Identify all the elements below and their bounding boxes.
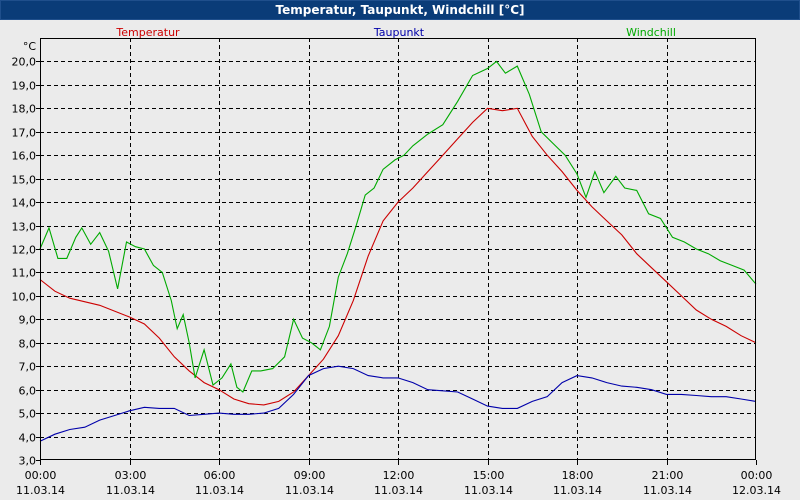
x-tick-time: 00:00 <box>741 469 773 482</box>
x-tick-time: 03:00 <box>115 469 147 482</box>
series-group <box>39 60 757 442</box>
y-axis: 3,0 4,0 5,0 6,0 7,0 8,0 9,0 10,0 11,0 12,0 13,0 14,… <box>12 40 40 468</box>
x-tick-date: 11.03.14 <box>643 484 692 497</box>
chart-title-bar: Temperatur, Taupunkt, Windchill [°C] <box>0 0 800 20</box>
x-tick-date: 11.03.14 <box>464 484 513 497</box>
y-tick-label: 15,0 <box>12 174 37 187</box>
grid <box>40 38 756 460</box>
x-axis: 00:00 11.03.14 03:00 11.03.14 06:00 11.03.14 0… <box>16 460 781 497</box>
legend: Temperatur Taupunkt Windchill <box>115 26 676 39</box>
x-tick-date: 11.03.14 <box>195 484 244 497</box>
chart-background <box>0 20 800 500</box>
x-tick-date: 12.03.14 <box>732 484 781 497</box>
legend-windchill: Windchill <box>626 26 676 39</box>
plot-frame <box>40 38 756 460</box>
y-tick-label: 17,0 <box>12 127 37 140</box>
y-tick-label: 18,0 <box>12 103 37 116</box>
y-tick-label: 6,0 <box>19 385 37 398</box>
y-tick-label: 19,0 <box>12 80 37 93</box>
legend-taupunkt: Taupunkt <box>373 26 425 39</box>
x-tick-date: 11.03.14 <box>106 484 155 497</box>
series-line-taupunkt <box>39 365 757 442</box>
y-axis-label: °C <box>23 40 37 53</box>
x-tick-date: 11.03.14 <box>285 484 334 497</box>
y-tick-label: 5,0 <box>19 408 37 421</box>
x-tick-time: 21:00 <box>652 469 684 482</box>
legend-temperatur: Temperatur <box>115 26 180 39</box>
x-tick-time: 12:00 <box>383 469 415 482</box>
y-tick-label: 12,0 <box>12 244 37 257</box>
x-tick-date: 11.03.14 <box>16 484 65 497</box>
x-tick-time: 06:00 <box>204 469 236 482</box>
x-tick-time: 00:00 <box>25 469 57 482</box>
y-tick-label: 11,0 <box>12 267 37 280</box>
y-tick-label: 8,0 <box>19 338 37 351</box>
y-tick-label: 7,0 <box>19 361 37 374</box>
x-tick-time: 18:00 <box>562 469 594 482</box>
y-tick-label: 20,0 <box>12 56 37 69</box>
y-tick-label: 16,0 <box>12 150 37 163</box>
series-line-temperatur <box>39 107 757 406</box>
chart-title: Temperatur, Taupunkt, Windchill [°C] <box>275 3 525 17</box>
y-tick-label: 13,0 <box>12 221 37 234</box>
x-tick-time: 15:00 <box>473 469 505 482</box>
y-tick-label: 4,0 <box>19 432 37 445</box>
y-tick-label: 3,0 <box>19 455 37 468</box>
x-tick-date: 11.03.14 <box>553 484 602 497</box>
x-tick-date: 11.03.14 <box>374 484 423 497</box>
y-tick-label: 9,0 <box>19 314 37 327</box>
series-line-windchill <box>39 60 757 393</box>
x-tick-time: 09:00 <box>294 469 326 482</box>
y-tick-label: 10,0 <box>12 291 37 304</box>
y-tick-label: 14,0 <box>12 197 37 210</box>
